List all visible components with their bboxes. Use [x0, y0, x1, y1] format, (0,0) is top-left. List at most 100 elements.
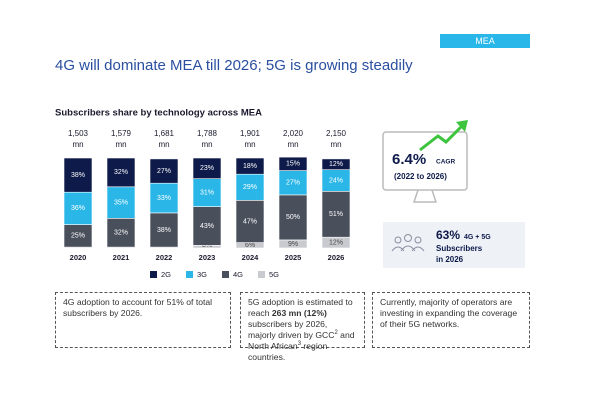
note-text: Currently, majority of operators are inv… [380, 297, 518, 329]
x-tick-label: 2025 [285, 253, 302, 262]
footnote-mark: 2 [334, 330, 338, 337]
bar-segment [278, 170, 308, 196]
note-text: and North African [248, 330, 355, 351]
total-unit: mn [330, 140, 341, 149]
value-label: 38% [71, 172, 85, 179]
value-label: 29% [243, 184, 257, 191]
total-label: 1,503 [68, 129, 89, 138]
total-label: 2,150 [326, 129, 347, 138]
note: Currently, majority of operators are inv… [372, 292, 530, 348]
value-label: 38% [157, 227, 171, 234]
total-unit: mn [244, 140, 255, 149]
value-label: 9% [288, 241, 298, 248]
bar-segment [192, 178, 222, 207]
x-tick-label: 2021 [113, 253, 130, 262]
share-text: Subscribers [436, 244, 483, 253]
value-label: 15% [286, 161, 300, 168]
cagr-label: CAGR [436, 159, 455, 166]
bar-segment [192, 206, 222, 246]
value-label: 32% [114, 169, 128, 176]
value-label: 35% [114, 199, 128, 206]
value-label: 23% [200, 165, 214, 172]
share: 63% [436, 228, 460, 242]
bar-segment [106, 186, 136, 219]
x-tick-label: 2023 [199, 253, 216, 262]
cagr-period: (2022 to 2026) [394, 172, 447, 181]
value-label: 32% [114, 230, 128, 237]
total-label: 2,020 [283, 129, 304, 138]
note-text: subscribers by 2026, majorly driven by G… [248, 319, 335, 340]
bar-segment [149, 212, 179, 248]
share-label: 4G + 5G [464, 234, 491, 241]
value-label: 24% [329, 177, 343, 184]
legend-label: 2G [161, 270, 171, 279]
note-text: 5G adoption is estimated to reach [248, 297, 353, 318]
total-label: 1,681 [154, 129, 175, 138]
total-unit: mn [287, 140, 298, 149]
bar-segment [235, 157, 265, 175]
note-text: region countries. [248, 341, 328, 362]
arrow-head [456, 120, 468, 132]
share-text: in 2026 [436, 255, 464, 264]
footnote-mark: 3 [297, 341, 302, 348]
value-label: 51% [329, 211, 343, 218]
people-icon [391, 234, 425, 252]
chart-title: Subscribers share by technology across M… [55, 108, 262, 119]
value-label: 47% [243, 218, 257, 225]
legend-swatch [150, 271, 157, 278]
legend-label: 3G [197, 270, 207, 279]
total-label: 1,901 [240, 129, 261, 138]
total-unit: mn [158, 140, 169, 149]
bar-segment [321, 158, 351, 170]
tag: MEA [475, 36, 495, 46]
bar-segment [106, 218, 136, 248]
share-box [383, 222, 525, 268]
value-label: 6% [245, 242, 255, 249]
value-label: 12% [329, 239, 343, 246]
bar-segment [106, 157, 136, 188]
total-unit: mn [201, 140, 212, 149]
bar-segment [192, 157, 222, 180]
value-label: 36% [71, 205, 85, 212]
title: 4G will dominate MEA till 2026; 5G is gr… [55, 57, 413, 74]
value-label: 31% [200, 189, 214, 196]
legend-swatch [258, 271, 265, 278]
x-tick-label: 2024 [242, 253, 260, 262]
legend-label: 5G [269, 270, 279, 279]
tag-bg [440, 34, 530, 48]
cagr: 6.4% [392, 151, 426, 168]
note-highlight: 263 mn (12%) [271, 308, 327, 318]
total-unit: mn [72, 140, 83, 149]
bar-segment [149, 182, 179, 214]
bar-segment [63, 191, 93, 225]
note-text: 4G adoption to account for 51% of total … [63, 297, 213, 318]
value-label: 50% [286, 214, 300, 221]
x-tick-label: 2022 [156, 253, 173, 262]
total-label: 1,788 [197, 129, 218, 138]
total-unit: mn [115, 140, 126, 149]
legend-swatch [186, 271, 193, 278]
bar-segment [235, 200, 265, 243]
bar-segment [63, 157, 93, 193]
value-label: 27% [157, 168, 171, 175]
monitor [382, 131, 468, 191]
value-label: 43% [200, 223, 214, 230]
legend-swatch [222, 271, 229, 278]
bar-segment [149, 158, 179, 184]
bar-segment [278, 156, 308, 171]
note: 4G adoption to account for 51% of total … [55, 292, 231, 348]
bar-segment [321, 191, 351, 238]
value-label: 25% [71, 233, 85, 240]
value-label: 33% [157, 195, 171, 202]
monitor-stand [412, 189, 438, 203]
legend-label: 4G [233, 270, 243, 279]
x-tick-label: 2020 [70, 253, 87, 262]
bar-segment [278, 194, 308, 241]
note: 5G adoption is estimated to reach 263 mn… [240, 292, 365, 362]
value-label: 12% [329, 161, 343, 168]
value-label: 18% [243, 163, 257, 170]
value-label: 27% [286, 180, 300, 187]
total-label: 1,579 [111, 129, 132, 138]
